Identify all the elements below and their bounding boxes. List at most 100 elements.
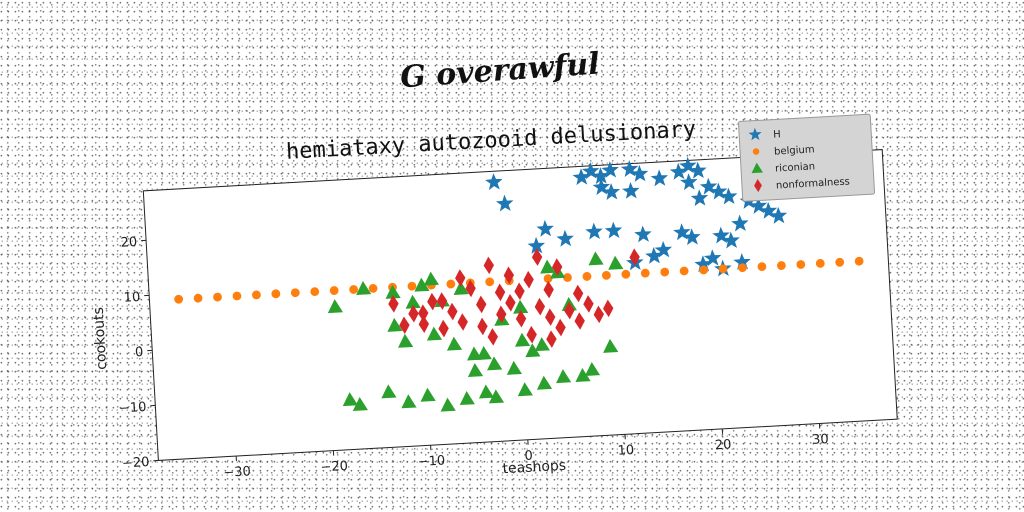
data-point-star <box>556 229 574 247</box>
data-point-triangle <box>459 391 475 406</box>
legend-marker-diamond <box>754 178 762 193</box>
legend-label: belgium <box>774 144 815 157</box>
data-point-circle <box>757 262 767 272</box>
data-point-triangle <box>405 294 421 309</box>
data-point-diamond <box>572 284 584 303</box>
data-point-circle <box>407 281 417 291</box>
data-point-triangle <box>476 345 492 360</box>
legend-marker-triangle <box>751 162 763 174</box>
data-point-circle <box>815 258 825 268</box>
series-belgium <box>174 256 864 304</box>
data-point-circle <box>368 283 378 293</box>
data-point-star <box>654 240 673 258</box>
data-point-circle <box>796 260 806 269</box>
data-point-triangle <box>556 369 572 384</box>
data-point-triangle <box>327 299 344 314</box>
data-point-triangle <box>513 299 529 314</box>
y-tick-label: 10 <box>123 290 140 306</box>
data-point-diamond <box>465 279 476 298</box>
y-tick-label: 20 <box>120 235 137 251</box>
series-H <box>485 156 788 277</box>
series-nonformalness <box>388 248 640 348</box>
data-point-diamond <box>418 304 429 322</box>
data-point-circle <box>582 272 592 281</box>
data-point-triangle <box>356 280 372 295</box>
data-point-triangle <box>588 251 604 266</box>
data-point-diamond <box>545 308 556 326</box>
data-point-circle <box>543 274 553 284</box>
data-point-triangle <box>584 361 601 376</box>
data-point-diamond <box>515 309 527 328</box>
data-point-diamond <box>555 318 566 337</box>
data-point-triangle <box>517 382 533 397</box>
data-point-diamond <box>408 304 419 323</box>
data-point-star <box>650 169 669 187</box>
data-point-circle <box>621 269 631 279</box>
x-tick-label: 0 <box>524 449 533 464</box>
data-point-circle <box>776 261 786 270</box>
data-point-triangle <box>515 332 531 347</box>
data-point-circle <box>563 273 572 282</box>
data-point-star <box>689 161 707 179</box>
data-point-diamond <box>534 297 546 316</box>
x-tick-label: 20 <box>714 437 731 453</box>
x-tick-label: −10 <box>417 453 445 470</box>
legend-item: H <box>748 127 781 141</box>
data-point-diamond <box>505 293 516 312</box>
data-point-diamond <box>399 316 410 335</box>
data-point-circle <box>310 287 320 297</box>
data-point-diamond <box>388 295 399 313</box>
data-point-triangle <box>603 338 619 353</box>
data-point-diamond <box>531 248 543 266</box>
legend-label: riconian <box>775 161 816 174</box>
data-point-star <box>585 222 603 240</box>
data-point-diamond <box>526 325 537 344</box>
data-point-triangle <box>381 384 397 399</box>
legend-box <box>737 113 876 202</box>
data-point-triangle <box>342 392 358 407</box>
data-point-triangle <box>385 284 401 299</box>
data-point-diamond <box>574 312 585 330</box>
x-axis-label: teashops <box>502 458 566 478</box>
x-tick-label: −20 <box>320 459 348 476</box>
data-point-diamond <box>496 305 507 324</box>
data-point-circle <box>660 267 670 277</box>
data-point-diamond <box>438 319 449 338</box>
x-tick-label: 30 <box>812 432 829 448</box>
data-point-star <box>634 225 652 243</box>
data-points <box>174 156 864 412</box>
data-point-circle <box>252 290 261 300</box>
data-point-triangle <box>401 394 417 409</box>
data-point-diamond <box>523 270 534 289</box>
legend-marker-circle <box>752 148 760 155</box>
data-point-star <box>536 219 554 237</box>
y-axis-label: cookouts <box>91 307 110 370</box>
data-point-circle <box>271 289 281 299</box>
data-point-circle <box>290 288 300 298</box>
data-point-star <box>602 183 621 201</box>
data-point-diamond <box>447 302 458 321</box>
data-point-triangle <box>414 277 430 292</box>
data-point-circle <box>699 265 709 275</box>
data-point-diamond <box>455 269 466 287</box>
data-point-diamond <box>436 292 448 310</box>
data-point-diamond <box>546 330 557 348</box>
data-point-star <box>622 182 640 199</box>
data-point-star <box>645 246 663 264</box>
data-point-triangle <box>420 387 436 402</box>
data-point-star <box>485 173 503 191</box>
data-point-circle <box>174 294 184 304</box>
data-point-triangle <box>488 389 505 404</box>
data-point-diamond <box>603 299 614 318</box>
data-point-diamond <box>629 248 640 266</box>
chart: hemiataxy autozooid delusionary −30 −20 −1… <box>91 113 898 481</box>
data-point-diamond <box>583 295 594 313</box>
data-point-triangle <box>467 362 484 377</box>
data-point-star <box>690 189 709 207</box>
data-point-triangle <box>540 259 556 274</box>
data-point-circle <box>601 270 611 280</box>
data-point-triangle <box>506 360 522 375</box>
legend-label: nonformalness <box>776 176 850 191</box>
data-point-circle <box>446 279 456 289</box>
